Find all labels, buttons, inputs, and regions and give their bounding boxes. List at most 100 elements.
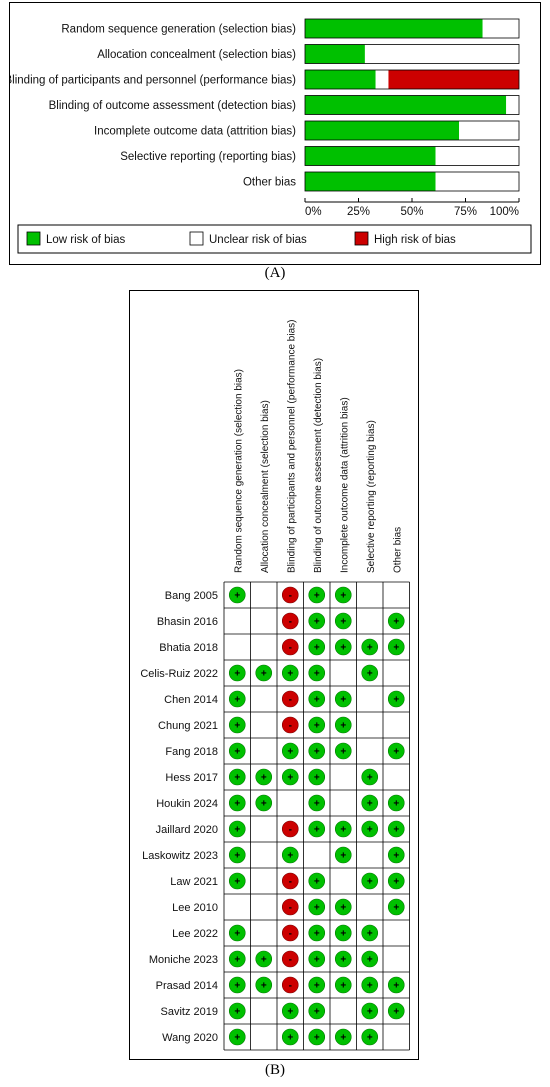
study-label: Bang 2005: [165, 590, 218, 602]
judgement-dot: [308, 612, 326, 630]
judgement-dot: [228, 690, 246, 708]
judgement-dot: [228, 1028, 246, 1046]
bar-outline: [304, 44, 520, 64]
judgement-dot: [281, 898, 299, 916]
bar-segment: [364, 44, 519, 64]
column-header: Other bias: [392, 527, 403, 573]
legend-label: Low risk of bias: [46, 234, 126, 246]
judgement-symbol: +: [367, 1007, 373, 1018]
legend-swatch: [189, 231, 204, 246]
judgement-symbol: +: [367, 669, 373, 680]
judgement-symbol: +: [367, 981, 373, 992]
judgement-dot: [281, 976, 299, 994]
judgement-dot: [387, 690, 405, 708]
judgement-dot: [255, 976, 273, 994]
judgement-symbol: -: [289, 643, 292, 654]
judgement-symbol: +: [340, 825, 346, 836]
judgement-symbol: +: [340, 695, 346, 706]
judgement-symbol: +: [393, 1007, 399, 1018]
judgement-symbol: -: [289, 591, 292, 602]
category-label: Other bias: [243, 177, 296, 189]
judgement-symbol: +: [393, 877, 399, 888]
judgement-dot: [281, 768, 299, 786]
column-header: Random sequence generation (selection bi…: [233, 369, 244, 573]
panel-b-caption: (B): [265, 1062, 285, 1078]
judgement-symbol: +: [234, 1033, 240, 1044]
column-header: Incomplete outcome data (attrition bias): [339, 397, 350, 573]
bar-outline: [304, 69, 520, 90]
judgement-dot: [255, 794, 273, 812]
risk-of-bias-summary-panel: Random sequence generation (selection bi…: [5, 2, 541, 265]
judgement-symbol: +: [314, 643, 320, 654]
panel-a-caption: (A): [264, 265, 286, 281]
judgement-dot: [308, 1028, 326, 1046]
judgement-symbol: +: [393, 799, 399, 810]
category-label: Blinding of participants and personnel (…: [10, 75, 296, 87]
judgement-dot: [361, 664, 379, 682]
column-header: Allocation concealment (selection bias): [260, 400, 271, 573]
judgement-dot: [387, 638, 405, 656]
legend-box: [17, 224, 532, 254]
judgement-dot: [387, 872, 405, 890]
study-label: Bhasin 2016: [157, 616, 218, 628]
judgement-dot: [228, 950, 246, 968]
bar-outline: [304, 95, 520, 115]
judgement-dot: [228, 586, 246, 604]
study-label: Laskowitz 2023: [142, 850, 218, 862]
judgement-symbol: +: [367, 955, 373, 966]
judgement-symbol: +: [314, 773, 320, 784]
x-tick-label: 100%: [490, 206, 519, 218]
judgement-dot: [361, 794, 379, 812]
judgement-dot: [361, 1028, 379, 1046]
judgement-dot: [387, 612, 405, 630]
category-label: Incomplete outcome data (attrition bias): [94, 126, 296, 138]
judgement-dot: [308, 794, 326, 812]
judgement-symbol: -: [289, 617, 292, 628]
judgement-dot: [228, 924, 246, 942]
judgement-symbol: +: [367, 1033, 373, 1044]
judgement-symbol: +: [314, 825, 320, 836]
judgement-dot: [228, 742, 246, 760]
judgement-symbol: +: [314, 695, 320, 706]
judgement-dot: [334, 924, 352, 942]
judgement-dot: [387, 846, 405, 864]
judgement-dot: [308, 716, 326, 734]
judgement-symbol: +: [314, 747, 320, 758]
legend-label: High risk of bias: [374, 234, 456, 246]
judgement-dot: [361, 950, 379, 968]
judgement-symbol: +: [367, 643, 373, 654]
judgement-dot: [281, 1002, 299, 1020]
category-label: Allocation concealment (selection bias): [97, 49, 296, 61]
judgement-symbol: +: [393, 825, 399, 836]
judgement-symbol: +: [367, 877, 373, 888]
category-label: Selective reporting (reporting bias): [120, 151, 296, 163]
judgement-symbol: -: [289, 981, 292, 992]
bar-segment: [459, 121, 519, 140]
legend-swatch: [354, 231, 369, 246]
study-label: Fang 2018: [165, 746, 218, 758]
judgement-dot: [308, 950, 326, 968]
judgement-symbol: +: [393, 617, 399, 628]
judgement-symbol: +: [261, 955, 267, 966]
bar-segment: [305, 95, 507, 115]
judgement-symbol: +: [234, 747, 240, 758]
judgement-symbol: +: [393, 747, 399, 758]
judgement-symbol: -: [289, 929, 292, 940]
judgement-dot: [255, 768, 273, 786]
judgement-dot: [228, 768, 246, 786]
judgement-dot: [308, 924, 326, 942]
judgement-dot: [308, 768, 326, 786]
judgement-dot: [281, 586, 299, 604]
judgement-symbol: +: [314, 721, 320, 732]
bar-segment: [305, 19, 483, 38]
judgement-symbol: +: [261, 981, 267, 992]
judgement-dot: [281, 664, 299, 682]
judgement-dot: [281, 1028, 299, 1046]
judgement-dot: [281, 924, 299, 942]
judgement-symbol: +: [340, 721, 346, 732]
judgement-symbol: +: [261, 669, 267, 680]
judgement-dot: [334, 742, 352, 760]
judgement-symbol: +: [234, 773, 240, 784]
judgement-dot: [228, 976, 246, 994]
judgement-symbol: +: [340, 851, 346, 862]
